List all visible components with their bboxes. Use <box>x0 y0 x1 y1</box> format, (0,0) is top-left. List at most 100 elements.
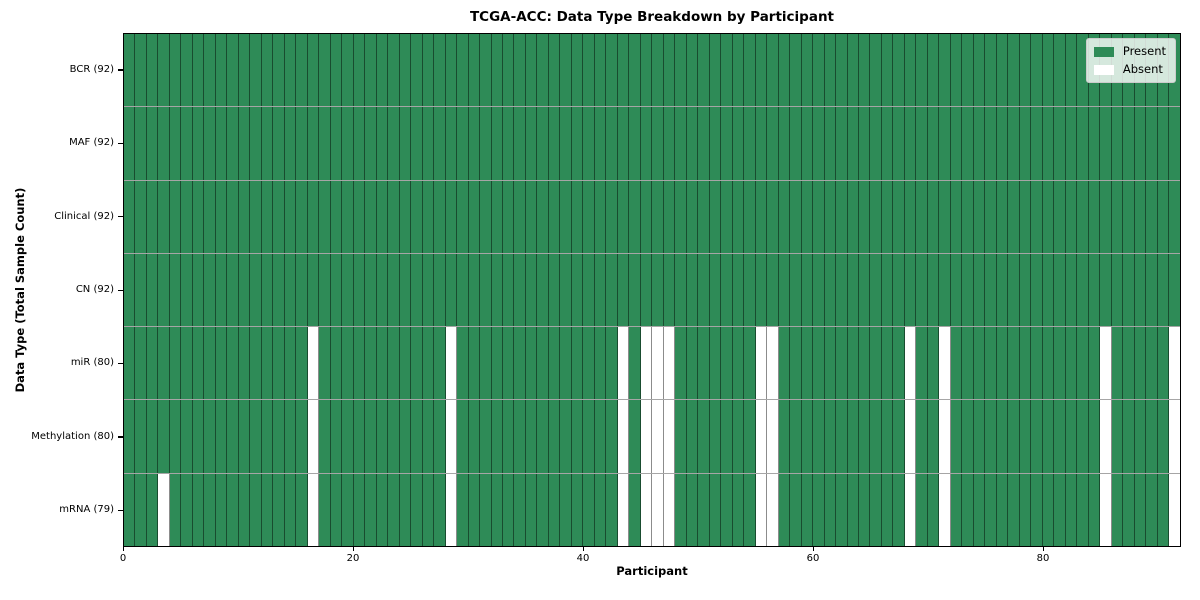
present-cell <box>480 327 492 400</box>
present-cell <box>146 253 159 327</box>
present-cell <box>1008 180 1020 253</box>
present-cell <box>927 107 940 180</box>
present-cell <box>675 34 687 107</box>
absent-cell <box>640 473 653 546</box>
present-cell <box>996 34 1009 107</box>
present-cell <box>916 180 928 253</box>
present-cell <box>801 34 814 107</box>
present-cell <box>296 107 308 180</box>
present-cell <box>1008 400 1020 473</box>
present-cell <box>434 107 446 180</box>
present-cell <box>215 107 228 180</box>
present-cell <box>606 327 618 400</box>
present-cell <box>169 400 182 473</box>
heatmap-row-CN <box>124 252 1180 327</box>
present-cell <box>893 180 905 253</box>
absent-cell <box>617 473 630 546</box>
present-cell <box>847 473 859 546</box>
present-cell <box>319 473 331 546</box>
present-cell <box>491 400 503 473</box>
present-cell <box>778 400 791 473</box>
present-cell <box>859 107 871 180</box>
present-cell <box>847 327 859 400</box>
present-cell <box>1088 327 1101 400</box>
present-cell <box>962 400 974 473</box>
present-cell <box>353 107 366 180</box>
present-cell <box>571 327 584 400</box>
present-cell <box>927 327 940 400</box>
present-cell <box>124 107 136 180</box>
present-cell <box>629 473 641 546</box>
present-cell <box>732 34 745 107</box>
present-cell <box>250 473 262 546</box>
present-cell <box>916 327 928 400</box>
present-cell <box>192 327 205 400</box>
present-cell <box>250 253 262 327</box>
absent-cell <box>652 327 664 400</box>
present-cell <box>307 253 320 327</box>
present-cell <box>973 473 986 546</box>
present-cell <box>353 327 366 400</box>
present-cell <box>686 34 699 107</box>
present-cell <box>836 400 848 473</box>
present-cell <box>273 107 285 180</box>
present-cell <box>767 253 779 327</box>
present-cell <box>135 180 147 253</box>
present-cell <box>422 473 435 546</box>
present-cell <box>686 180 699 253</box>
present-cell <box>560 400 572 473</box>
present-cell <box>985 180 997 253</box>
present-cell <box>927 400 940 473</box>
present-cell <box>560 473 572 546</box>
present-cell <box>342 253 354 327</box>
present-cell <box>1019 180 1032 253</box>
present-cell <box>571 473 584 546</box>
present-cell <box>411 473 423 546</box>
present-cell <box>629 34 641 107</box>
present-cell <box>342 34 354 107</box>
present-cell <box>732 327 745 400</box>
present-cell <box>617 34 630 107</box>
present-cell <box>847 34 859 107</box>
present-cell <box>330 327 343 400</box>
present-cell <box>181 400 193 473</box>
present-cell <box>319 327 331 400</box>
present-cell <box>801 180 814 253</box>
present-cell <box>698 400 710 473</box>
present-cell <box>124 180 136 253</box>
present-cell <box>491 180 503 253</box>
present-cell <box>721 327 733 400</box>
present-cell <box>893 107 905 180</box>
present-cell <box>250 180 262 253</box>
y-tick-mark <box>118 216 123 218</box>
present-cell <box>491 34 503 107</box>
present-cell <box>985 107 997 180</box>
present-cell <box>778 473 791 546</box>
present-cell <box>594 473 607 546</box>
present-cell <box>169 327 182 400</box>
present-cell <box>330 107 343 180</box>
present-cell <box>411 327 423 400</box>
present-cell <box>663 253 676 327</box>
present-cell <box>744 107 756 180</box>
present-cell <box>732 253 745 327</box>
present-cell <box>146 180 159 253</box>
present-cell <box>698 180 710 253</box>
present-cell <box>675 253 687 327</box>
present-cell <box>571 107 584 180</box>
present-cell <box>342 180 354 253</box>
present-cell <box>594 34 607 107</box>
present-cell <box>491 473 503 546</box>
present-cell <box>663 34 676 107</box>
absent-cell <box>1100 400 1112 473</box>
present-cell <box>916 107 928 180</box>
present-cell <box>755 180 768 253</box>
present-cell <box>663 180 676 253</box>
present-cell <box>847 253 859 327</box>
present-cell <box>1157 253 1170 327</box>
present-cell <box>801 253 814 327</box>
present-cell <box>1008 107 1020 180</box>
present-cell <box>422 107 435 180</box>
present-cell <box>146 473 159 546</box>
present-cell <box>744 253 756 327</box>
